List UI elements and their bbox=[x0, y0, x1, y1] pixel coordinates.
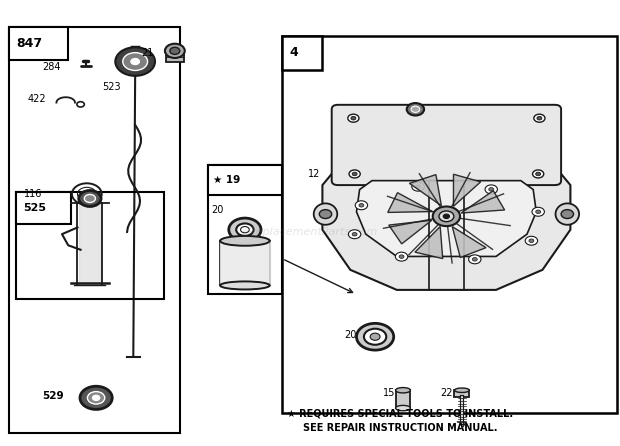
Circle shape bbox=[79, 190, 101, 206]
Text: 523: 523 bbox=[102, 82, 121, 92]
Circle shape bbox=[349, 170, 360, 178]
Circle shape bbox=[529, 239, 534, 243]
Circle shape bbox=[407, 103, 424, 116]
Circle shape bbox=[561, 210, 574, 219]
Circle shape bbox=[396, 252, 408, 261]
Text: 20: 20 bbox=[211, 205, 223, 215]
Bar bbox=[16, 192, 71, 224]
Bar bbox=[282, 36, 617, 413]
Polygon shape bbox=[415, 227, 443, 259]
Bar bbox=[208, 165, 282, 294]
Text: SEE REPAIR INSTRUCTION MANUAL.: SEE REPAIR INSTRUCTION MANUAL. bbox=[303, 423, 497, 433]
Bar bbox=[166, 51, 184, 62]
Text: 21: 21 bbox=[141, 48, 154, 58]
Bar bbox=[9, 27, 68, 60]
Circle shape bbox=[412, 182, 424, 191]
Bar bbox=[396, 390, 410, 408]
Ellipse shape bbox=[314, 203, 337, 225]
Bar bbox=[208, 165, 282, 195]
Ellipse shape bbox=[220, 281, 270, 289]
Circle shape bbox=[229, 218, 261, 241]
Text: 525: 525 bbox=[23, 203, 46, 213]
Circle shape bbox=[351, 116, 356, 120]
Circle shape bbox=[399, 255, 404, 258]
Circle shape bbox=[533, 170, 544, 178]
Text: eReplacementParts.com: eReplacementParts.com bbox=[242, 227, 378, 237]
Polygon shape bbox=[453, 174, 480, 206]
Circle shape bbox=[356, 323, 394, 350]
Circle shape bbox=[532, 207, 544, 216]
Circle shape bbox=[536, 172, 541, 176]
Circle shape bbox=[92, 395, 100, 401]
Circle shape bbox=[84, 194, 95, 202]
Circle shape bbox=[489, 188, 494, 191]
Circle shape bbox=[359, 203, 364, 207]
Circle shape bbox=[411, 106, 420, 112]
Circle shape bbox=[348, 114, 359, 122]
Circle shape bbox=[469, 255, 481, 264]
Circle shape bbox=[236, 223, 254, 236]
Bar bbox=[454, 390, 469, 397]
Circle shape bbox=[170, 47, 180, 54]
Circle shape bbox=[131, 58, 140, 65]
Polygon shape bbox=[409, 175, 441, 206]
Text: 284: 284 bbox=[42, 62, 61, 72]
Bar bbox=[282, 36, 322, 70]
Polygon shape bbox=[461, 191, 505, 213]
Text: 422: 422 bbox=[28, 94, 46, 104]
Text: ★ REQUIRES SPECIAL TOOLS TO INSTALL.: ★ REQUIRES SPECIAL TOOLS TO INSTALL. bbox=[287, 409, 513, 419]
Ellipse shape bbox=[396, 405, 410, 411]
Text: 529: 529 bbox=[42, 391, 64, 401]
Bar bbox=[16, 192, 164, 299]
Circle shape bbox=[443, 214, 449, 219]
Circle shape bbox=[123, 53, 148, 70]
Circle shape bbox=[536, 210, 541, 214]
Text: 20: 20 bbox=[344, 330, 356, 339]
Polygon shape bbox=[356, 181, 536, 256]
Text: 4: 4 bbox=[290, 46, 298, 59]
Polygon shape bbox=[388, 193, 432, 212]
Circle shape bbox=[352, 232, 357, 236]
Polygon shape bbox=[322, 174, 570, 290]
Circle shape bbox=[439, 211, 454, 222]
Circle shape bbox=[352, 172, 357, 176]
Circle shape bbox=[472, 257, 477, 261]
Circle shape bbox=[364, 329, 386, 345]
Circle shape bbox=[525, 236, 538, 245]
Polygon shape bbox=[389, 220, 432, 244]
Ellipse shape bbox=[454, 388, 469, 392]
Circle shape bbox=[319, 210, 332, 219]
Polygon shape bbox=[452, 227, 486, 257]
FancyBboxPatch shape bbox=[332, 105, 561, 185]
Text: 22: 22 bbox=[440, 388, 453, 398]
Circle shape bbox=[415, 185, 420, 189]
Bar bbox=[9, 27, 180, 433]
Circle shape bbox=[537, 116, 542, 120]
Text: ★ 19: ★ 19 bbox=[213, 175, 240, 185]
Circle shape bbox=[80, 386, 112, 409]
Text: 116: 116 bbox=[24, 189, 42, 199]
Circle shape bbox=[348, 230, 361, 239]
Circle shape bbox=[87, 392, 105, 404]
Text: 15: 15 bbox=[383, 388, 396, 398]
Circle shape bbox=[370, 333, 380, 340]
Circle shape bbox=[165, 44, 185, 58]
Text: 847: 847 bbox=[17, 37, 43, 50]
Circle shape bbox=[534, 114, 545, 122]
Circle shape bbox=[115, 47, 155, 76]
Text: 12: 12 bbox=[308, 169, 321, 179]
Circle shape bbox=[355, 201, 368, 210]
Ellipse shape bbox=[220, 236, 270, 246]
Ellipse shape bbox=[556, 203, 579, 225]
Ellipse shape bbox=[396, 388, 410, 393]
Circle shape bbox=[433, 206, 460, 226]
Circle shape bbox=[485, 185, 497, 194]
